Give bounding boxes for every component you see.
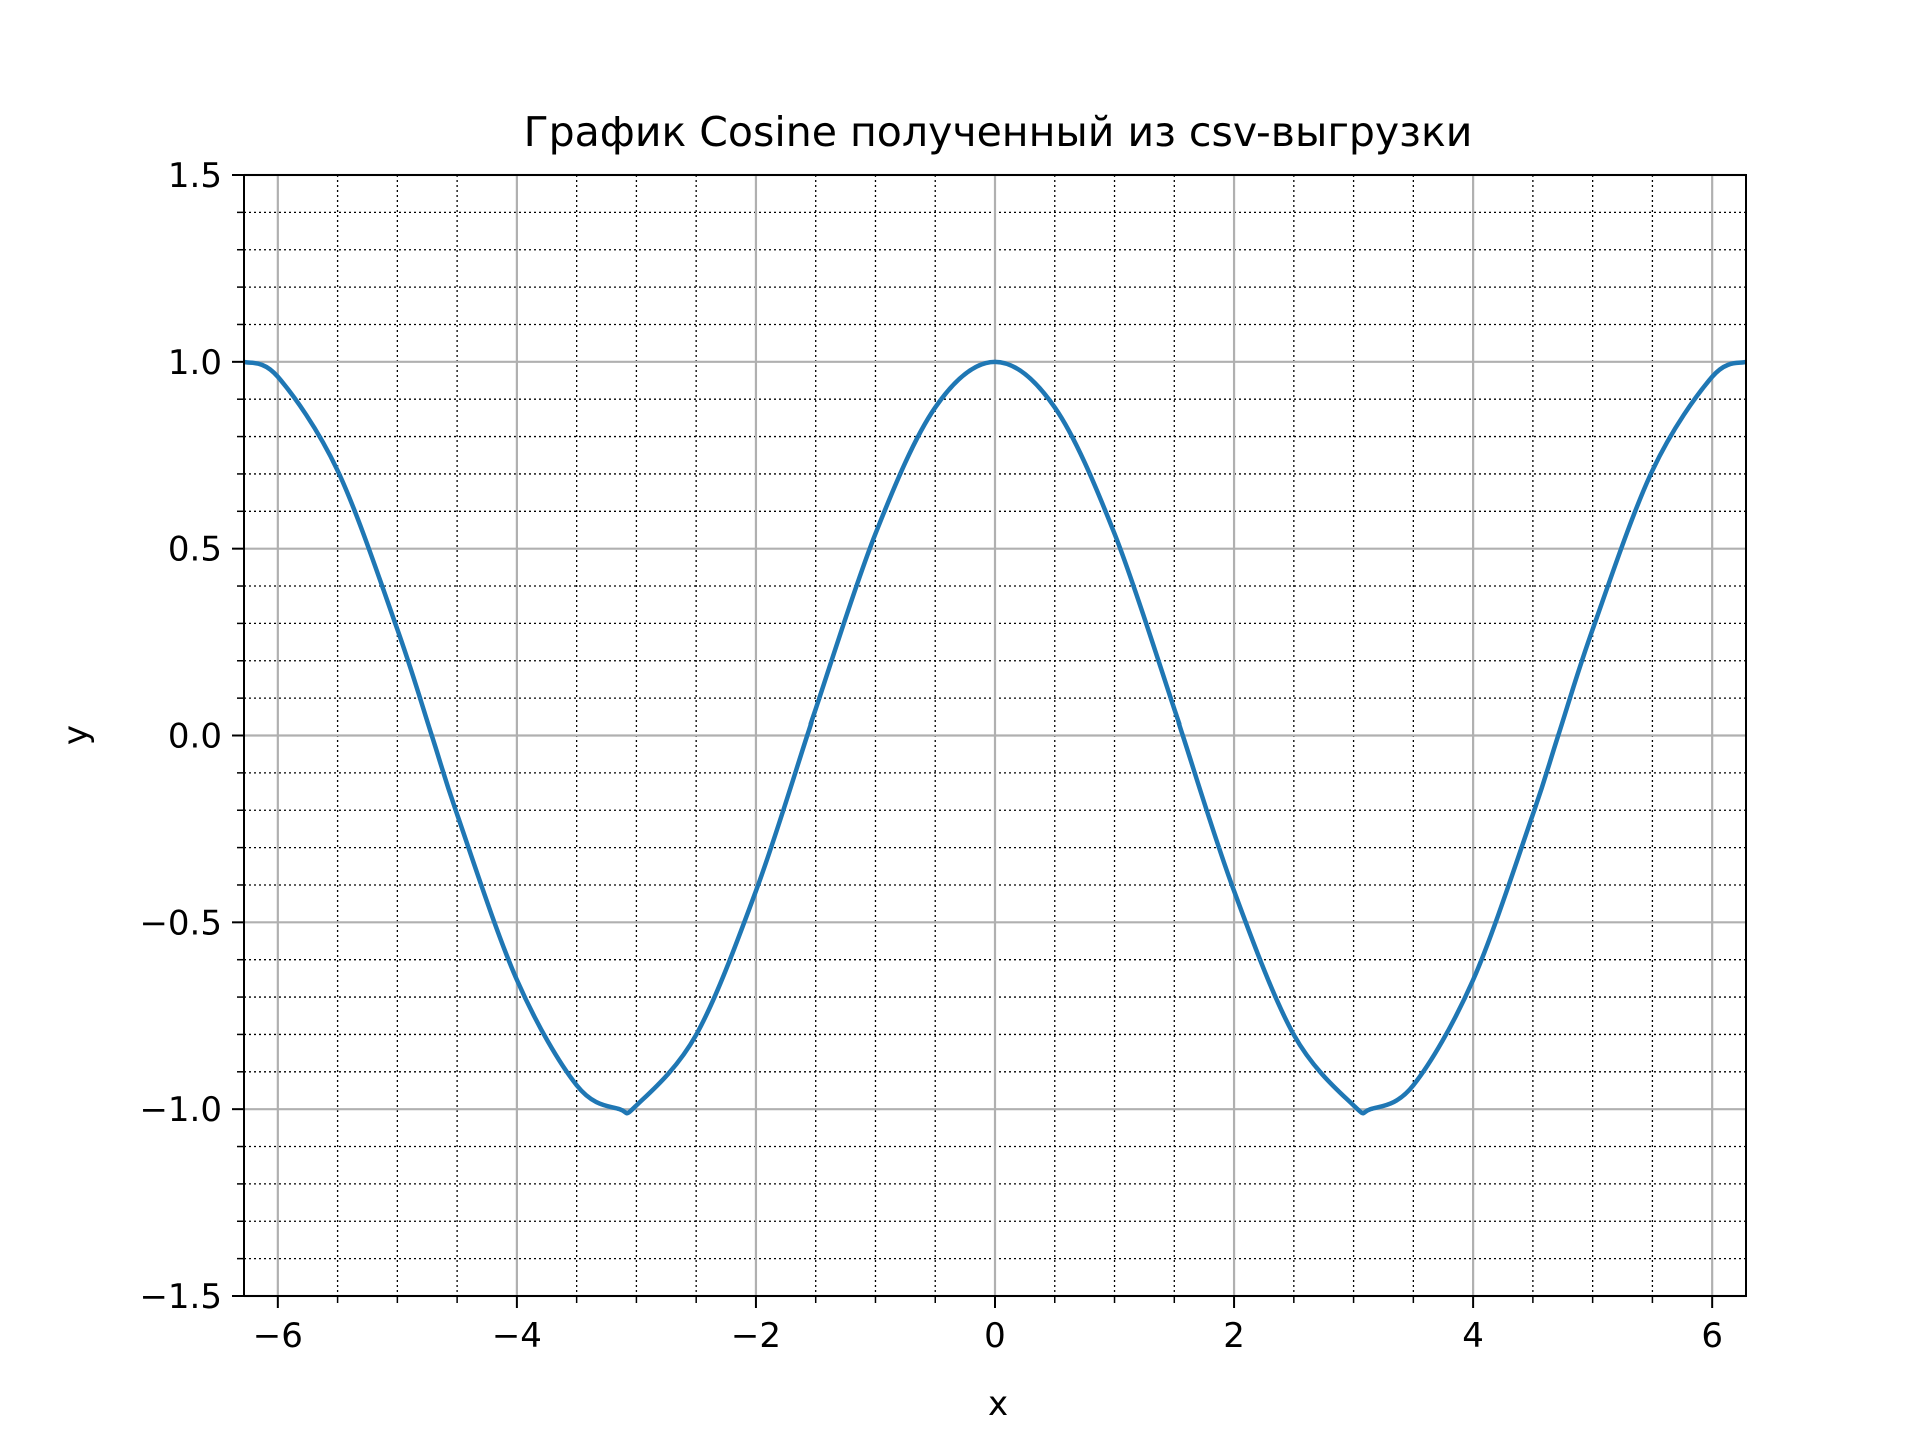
tick-labels-layer: −6 −4 −2 0 2 4 6 −1.5 −1.0 −0.5 0.0 0.5 1.0 1.5 [139, 156, 1723, 1356]
series-layer [243, 359, 1747, 1116]
chart-title: График Cosine полученный из csv-выгрузки [524, 108, 1473, 156]
x-axis-title: x [988, 1384, 1008, 1424]
y-tick-label: −1.0 [139, 1090, 222, 1130]
y-tick-label: 1.5 [168, 156, 222, 196]
x-tick-label: −2 [731, 1316, 781, 1356]
x-tick-label: 2 [1223, 1316, 1245, 1356]
x-tick-label: 6 [1701, 1316, 1723, 1356]
ticks-layer [232, 174, 1714, 1308]
y-tick-label: 1.0 [168, 343, 222, 383]
x-tick-label: −4 [492, 1316, 542, 1356]
y-tick-label: −0.5 [139, 903, 222, 943]
x-tick-label: 0 [984, 1316, 1006, 1356]
y-tick-label: −1.5 [139, 1277, 222, 1317]
y-tick-label: 0.5 [168, 530, 222, 570]
x-tick-label: −6 [253, 1316, 303, 1356]
series-line [243, 359, 1747, 1116]
y-tick-label: 0.0 [168, 717, 222, 757]
y-axis-title: y [56, 725, 96, 745]
x-tick-label: 4 [1462, 1316, 1484, 1356]
